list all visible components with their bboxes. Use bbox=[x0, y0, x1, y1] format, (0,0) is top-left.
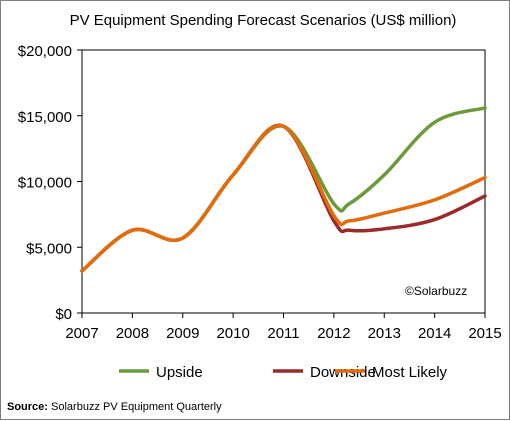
series-line-most-likely bbox=[80, 123, 487, 273]
x-tick-label: 2010 bbox=[216, 325, 249, 342]
legend: UpsideDownsideMost Likely bbox=[119, 364, 448, 381]
y-tick-label: $15,000 bbox=[18, 109, 72, 126]
y-tick-label: $20,000 bbox=[18, 43, 72, 60]
x-tick-label: 2012 bbox=[317, 325, 350, 342]
copyright-annotation: ©Solarbuzz bbox=[405, 284, 467, 298]
y-tick-label: $5,000 bbox=[26, 240, 72, 257]
legend-label-upside: Upside bbox=[156, 364, 203, 381]
series-lines bbox=[80, 106, 487, 273]
x-tick-label: 2014 bbox=[418, 325, 451, 342]
source-label: Source: bbox=[7, 401, 48, 413]
series-line-upside bbox=[80, 106, 487, 273]
x-tick-label: 2013 bbox=[368, 325, 401, 342]
plot-area-border bbox=[81, 49, 486, 314]
x-tick-label: 2011 bbox=[267, 325, 299, 342]
source-text: Solarbuzz PV Equipment Quarterly bbox=[51, 401, 222, 413]
axes: $0 $5,000 $10,000 $15,000 $20,000 2007 2008 200… bbox=[18, 43, 502, 342]
x-tick-label: 2009 bbox=[166, 325, 199, 342]
x-tick-label: 2007 bbox=[65, 325, 98, 342]
series-line-downside bbox=[80, 123, 487, 273]
source-note: Source: Solarbuzz PV Equipment Quarterly bbox=[7, 401, 222, 413]
x-tick-label: 2015 bbox=[468, 325, 501, 342]
y-tick-label: $10,000 bbox=[18, 175, 72, 192]
y-tick-label: $0 bbox=[55, 306, 72, 323]
x-tick-label: 2008 bbox=[116, 325, 149, 342]
chart-title: PV Equipment Spending Forecast Scenarios… bbox=[70, 12, 457, 29]
legend-label-most-likely: Most Likely bbox=[372, 364, 448, 381]
